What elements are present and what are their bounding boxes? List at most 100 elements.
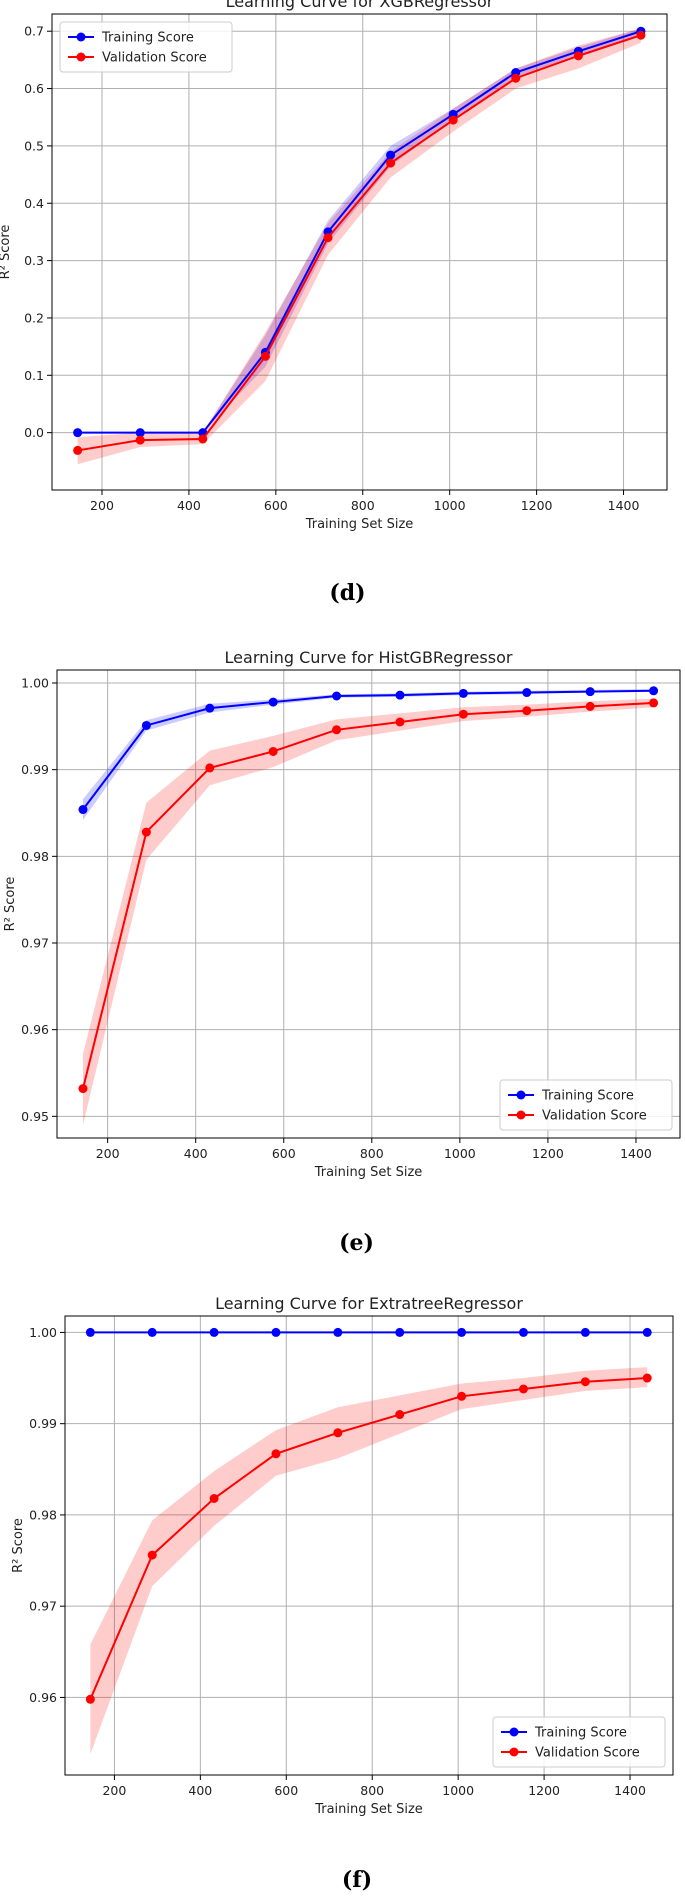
chart-panel-0: Learning Curve for XGBRegressor 200 400 600… xyxy=(0,0,668,606)
data-point-training-score xyxy=(332,691,342,701)
x-tick-label: 1400 xyxy=(620,1146,652,1161)
y-tick-label: 0.97 xyxy=(29,1599,57,1614)
legend-marker xyxy=(76,32,86,42)
x-axis-label: Training Set Size xyxy=(305,517,414,532)
data-point-training-score xyxy=(395,1327,405,1337)
plot-frame xyxy=(51,13,668,491)
data-point-validation-score xyxy=(580,1377,590,1387)
y-tick-label: 1.00 xyxy=(29,1325,57,1340)
data-point-training-score xyxy=(147,1327,157,1337)
data-point-training-score xyxy=(73,428,83,438)
x-tick-label: 600 xyxy=(274,1783,298,1798)
legend-box xyxy=(499,1079,673,1131)
data-point-validation-score xyxy=(205,763,215,773)
legend-marker xyxy=(516,1090,526,1100)
legend-marker xyxy=(509,1747,519,1757)
x-tick-label: 800 xyxy=(360,1783,384,1798)
legend: Training Score Validation Score xyxy=(492,1716,666,1768)
data-point-validation-score xyxy=(636,30,646,40)
chart-title: Learning Curve for XGBRegressor xyxy=(226,0,494,11)
data-point-training-score xyxy=(580,1327,590,1337)
data-point-validation-score xyxy=(78,1084,88,1094)
data-point-validation-score xyxy=(85,1694,95,1704)
data-point-training-score xyxy=(85,1327,95,1337)
data-point-validation-score xyxy=(271,1449,281,1459)
y-tick-label: 0.98 xyxy=(29,1507,57,1522)
x-tick-label: 1000 xyxy=(442,1783,474,1798)
legend-box xyxy=(492,1716,666,1768)
legend-marker xyxy=(509,1727,519,1737)
x-tick-label: 1400 xyxy=(614,1783,646,1798)
y-tick-label: 0.95 xyxy=(21,1109,49,1124)
data-point-training-score xyxy=(78,805,88,815)
data-point-training-score xyxy=(141,720,151,730)
panel-caption: (e) xyxy=(339,1230,374,1256)
y-tick-label: 0.4 xyxy=(24,196,44,211)
x-axis-label: Training Set Size xyxy=(314,1165,423,1180)
x-tick-label: 1200 xyxy=(528,1783,560,1798)
plot-frame xyxy=(56,669,681,1139)
chart-title: Learning Curve for ExtratreeRegressor xyxy=(215,1294,523,1313)
y-axis-label: R² Score xyxy=(11,1518,26,1573)
data-point-validation-score xyxy=(458,709,468,719)
x-axis-label: Training Set Size xyxy=(314,1802,423,1817)
legend-label: Validation Score xyxy=(542,1109,647,1124)
data-point-validation-score xyxy=(333,1428,343,1438)
legend: Training Score Validation Score xyxy=(59,21,233,73)
y-axis-label: R² Score xyxy=(3,877,18,932)
data-point-training-score xyxy=(522,688,532,698)
x-tick-label: 400 xyxy=(184,1146,208,1161)
x-tick-label: 200 xyxy=(96,1146,120,1161)
data-point-validation-score xyxy=(141,827,151,837)
data-point-validation-score xyxy=(73,445,83,455)
legend-label: Training Score xyxy=(541,1089,634,1104)
data-point-validation-score xyxy=(198,434,208,444)
data-point-validation-score xyxy=(573,51,583,61)
series-line-validation-score xyxy=(82,701,654,1089)
x-tick-label: 1400 xyxy=(608,498,640,513)
data-point-training-score xyxy=(585,687,595,697)
y-tick-label: 0.99 xyxy=(21,762,49,777)
data-point-validation-score xyxy=(448,115,458,125)
x-tick-label: 800 xyxy=(351,498,375,513)
plot-frame xyxy=(64,1315,674,1776)
data-point-validation-score xyxy=(209,1494,219,1504)
data-point-validation-score xyxy=(511,73,521,83)
panel-caption: (d) xyxy=(329,580,365,606)
legend-box xyxy=(59,21,233,73)
legend-marker xyxy=(516,1110,526,1120)
series-line-training-score xyxy=(82,689,654,811)
data-point-validation-score xyxy=(147,1550,157,1560)
data-point-training-score xyxy=(271,1327,281,1337)
y-tick-label: 1.00 xyxy=(21,676,49,691)
y-tick-label: 0.0 xyxy=(24,425,44,440)
data-point-validation-score xyxy=(260,351,270,361)
confidence-band-validation-score xyxy=(90,1367,648,1755)
panel-caption: (f) xyxy=(342,1867,372,1893)
y-tick-label: 0.7 xyxy=(24,24,44,39)
chart-panel-2: Learning Curve for ExtratreeRegressor 200… xyxy=(11,1294,674,1893)
data-point-validation-score xyxy=(585,701,595,711)
x-tick-label: 400 xyxy=(177,498,201,513)
legend: Training Score Validation Score xyxy=(499,1079,673,1131)
data-point-training-score xyxy=(649,686,659,696)
data-point-training-score xyxy=(209,1327,219,1337)
y-tick-label: 0.99 xyxy=(29,1416,57,1431)
data-point-training-score xyxy=(642,1327,652,1337)
y-tick-label: 0.96 xyxy=(29,1690,57,1705)
y-tick-label: 0.5 xyxy=(24,138,44,153)
x-tick-label: 200 xyxy=(102,1783,126,1798)
y-tick-label: 0.97 xyxy=(21,936,49,951)
data-point-validation-score xyxy=(522,706,532,716)
data-point-validation-score xyxy=(518,1384,528,1394)
data-point-training-score xyxy=(395,690,405,700)
data-point-validation-score xyxy=(268,746,278,756)
x-tick-label: 1200 xyxy=(521,498,553,513)
confidence-band-validation-score xyxy=(77,28,641,465)
y-tick-label: 0.1 xyxy=(24,368,44,383)
legend-label: Training Score xyxy=(101,31,194,46)
data-point-training-score xyxy=(268,697,278,707)
y-tick-label: 0.98 xyxy=(21,849,49,864)
series-line-validation-score xyxy=(77,34,642,452)
